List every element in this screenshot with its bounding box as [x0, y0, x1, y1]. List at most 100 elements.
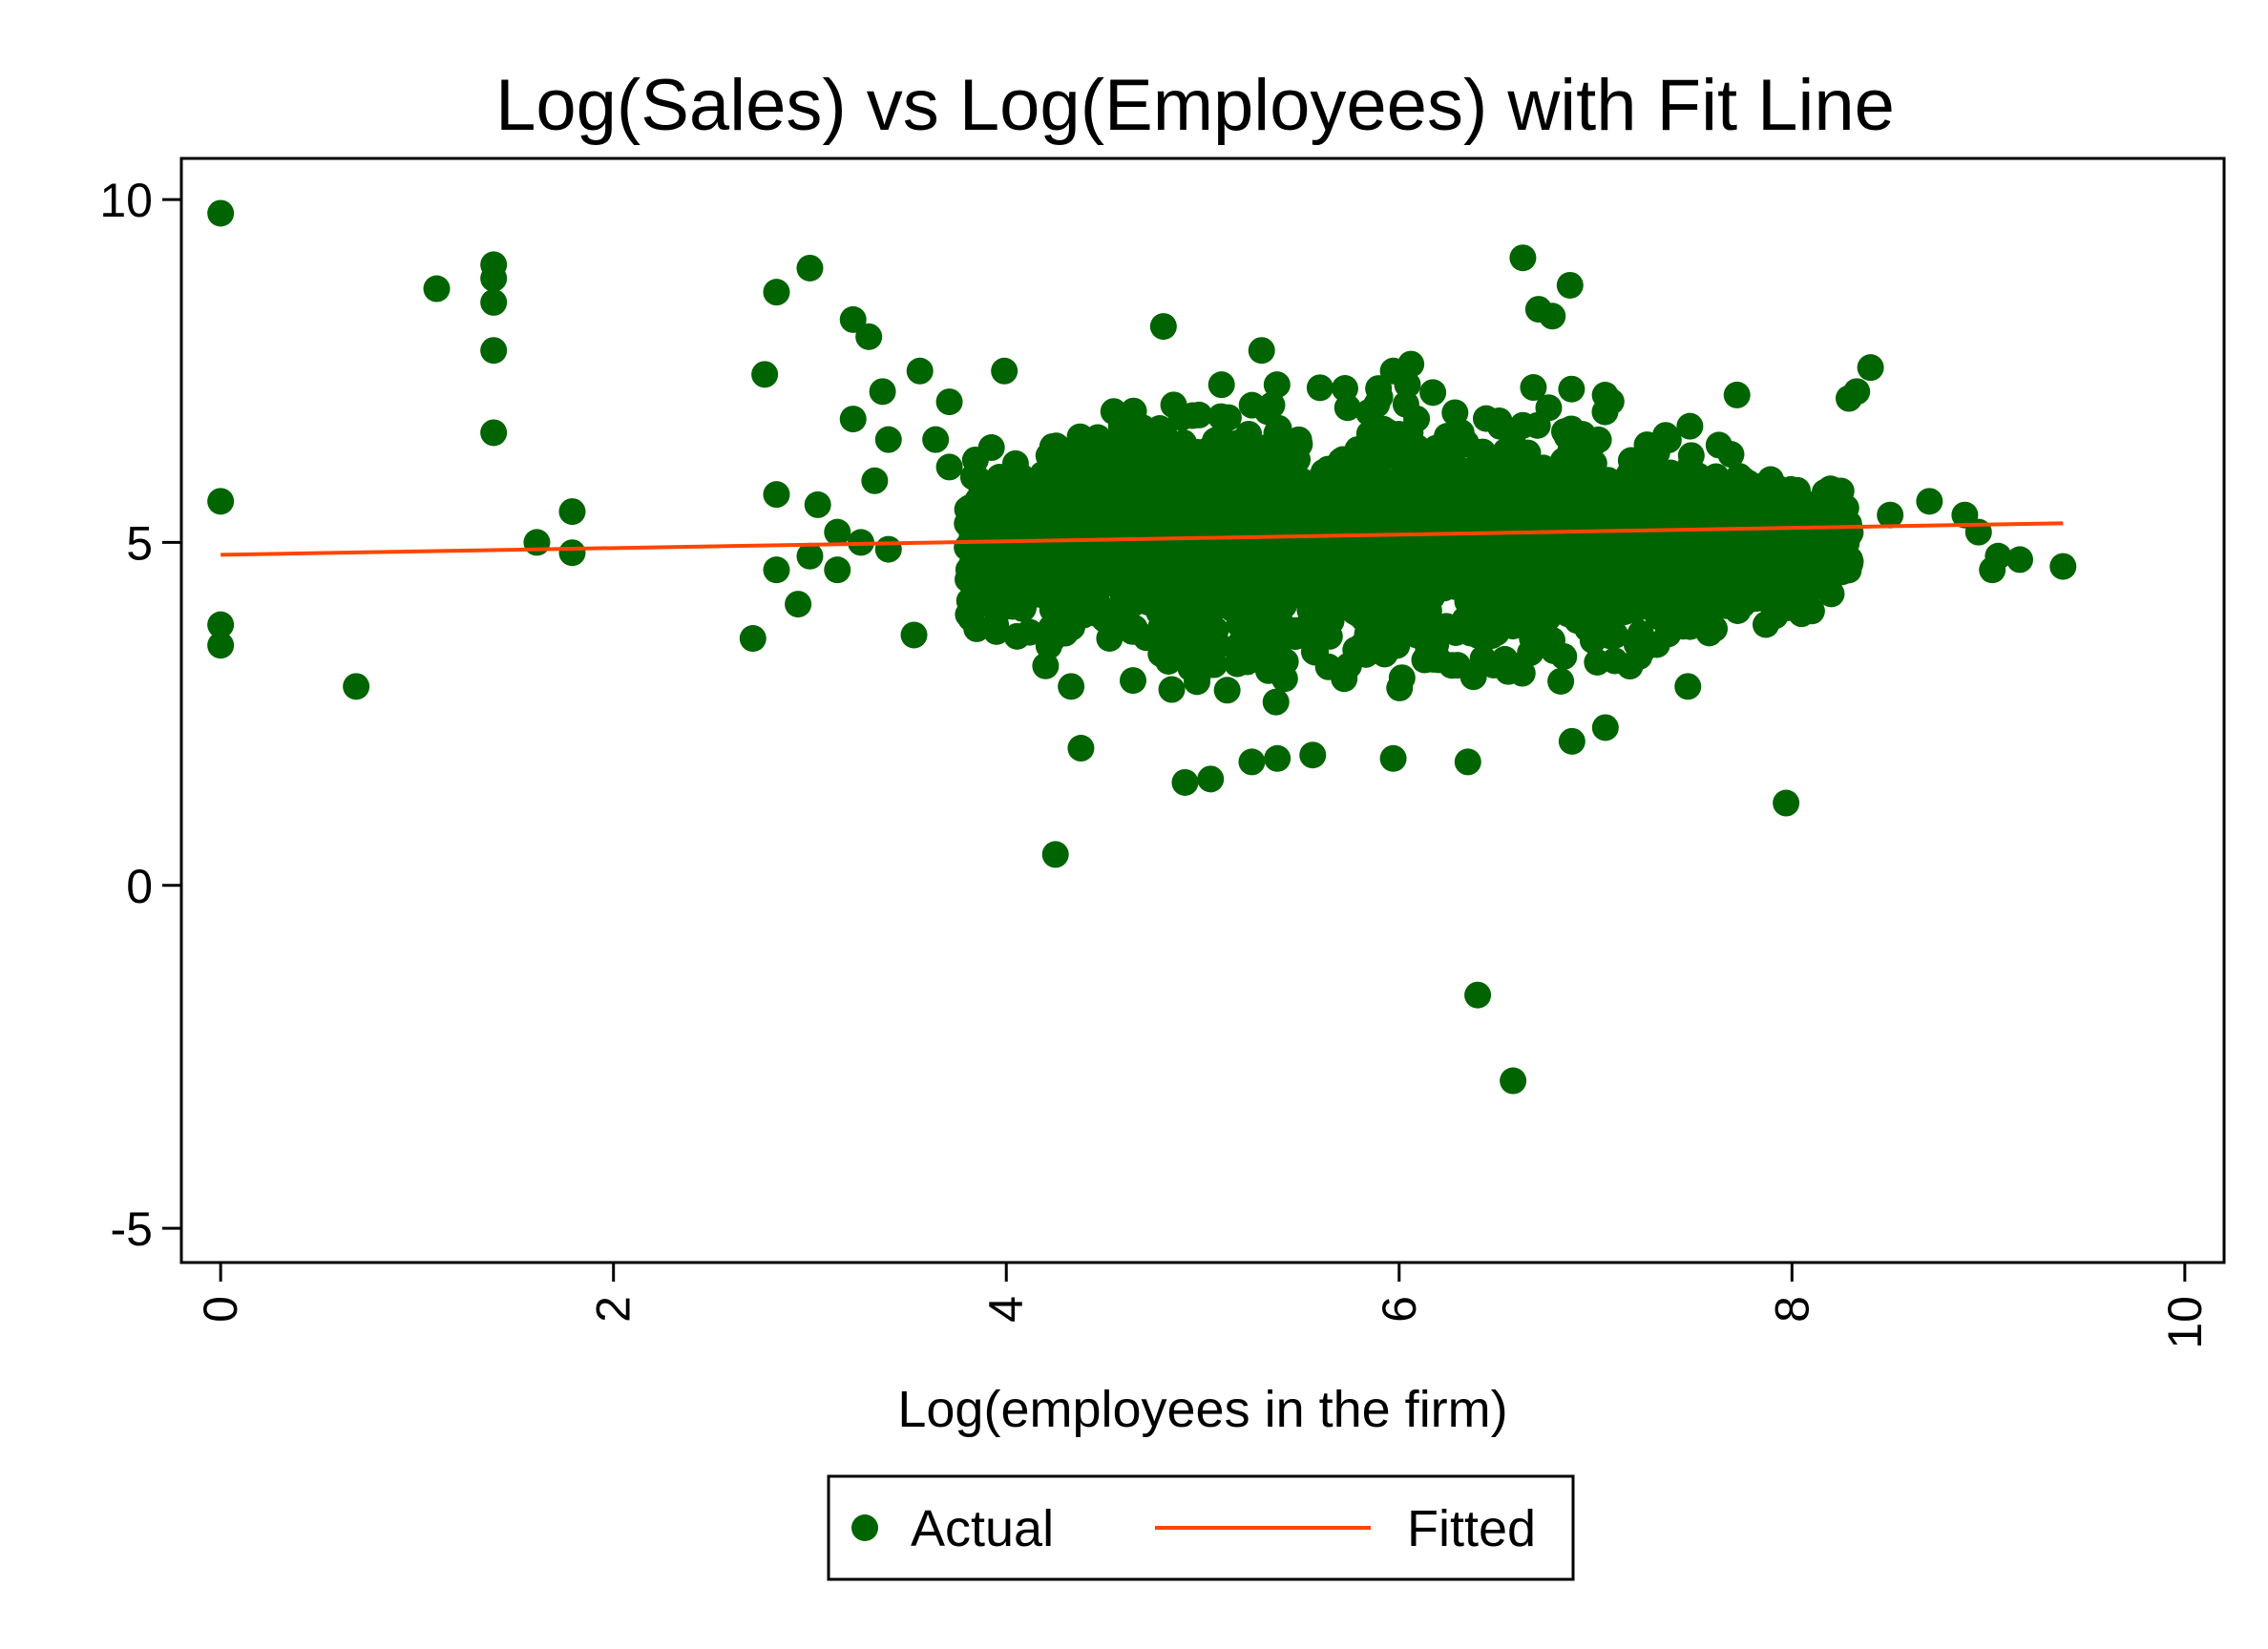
cloud-point — [1738, 510, 1766, 537]
y-tick-label: 0 — [126, 860, 153, 913]
cloud-point — [1415, 463, 1442, 491]
cloud-point — [1151, 426, 1179, 453]
y-axis: -5 0 5 10 — [99, 174, 181, 1256]
cloud-point — [1030, 462, 1058, 490]
cloud-point — [1120, 667, 1147, 695]
cloud-point — [1551, 449, 1579, 476]
cloud-point — [1224, 560, 1251, 588]
cloud-point — [975, 487, 1002, 514]
chart-title: Log(Sales) vs Log(Employees) with Fit Li… — [495, 65, 1895, 146]
y-tick-label: 10 — [99, 174, 153, 227]
cloud-point — [1036, 577, 1063, 605]
cloud-point — [1677, 442, 1705, 470]
cloud-point — [998, 483, 1026, 511]
cloud-point — [1184, 598, 1211, 626]
cloud-point — [1365, 463, 1393, 491]
scatter-point — [1264, 744, 1292, 772]
cloud-point — [1478, 622, 1505, 650]
cloud-point — [1378, 486, 1406, 513]
scatter-point — [839, 305, 867, 333]
cloud-point — [1637, 497, 1665, 525]
scatter-point — [804, 491, 831, 518]
cloud-point — [1317, 482, 1345, 510]
cloud-point — [1118, 572, 1145, 599]
cloud-point — [1591, 382, 1619, 409]
cloud-point — [1382, 544, 1410, 572]
cloud-point — [1706, 578, 1733, 606]
cloud-point — [1306, 374, 1334, 402]
cloud-point — [1467, 522, 1495, 550]
cloud-point — [1830, 544, 1858, 572]
cloud-point — [1441, 399, 1469, 427]
cloud-point — [1254, 607, 1282, 635]
scatter-point — [906, 357, 934, 385]
scatter-point — [1797, 597, 1825, 625]
cloud-point — [1482, 556, 1510, 584]
cloud-point — [1301, 576, 1329, 604]
cloud-point — [1255, 497, 1283, 525]
cloud-point — [1525, 628, 1553, 656]
cloud-point — [1178, 519, 1206, 547]
cloud-point — [1403, 621, 1431, 649]
scatter-point — [796, 542, 824, 570]
cloud-point — [1676, 565, 1704, 593]
scatter-point — [874, 426, 902, 453]
scatter-point — [1379, 744, 1407, 772]
cloud-point — [1262, 688, 1290, 716]
scatter-point — [785, 591, 812, 618]
scatter-point — [900, 621, 928, 649]
x-axis-label: Log(employees in the firm) — [897, 1381, 1507, 1438]
scatter-point — [874, 535, 902, 563]
cloud-point — [1549, 571, 1577, 598]
cloud-point — [1696, 536, 1724, 564]
cloud-point — [1345, 600, 1373, 628]
scatter-point — [1591, 714, 1619, 741]
cloud-point — [961, 446, 989, 473]
cloud-point — [1139, 454, 1166, 482]
cloud-point — [964, 539, 992, 567]
cloud-point — [1535, 394, 1563, 422]
scatter-point — [763, 481, 790, 509]
cloud-point — [1805, 517, 1833, 545]
cloud-point — [1331, 665, 1358, 693]
scatter-point — [1041, 841, 1069, 868]
cloud-point — [1411, 646, 1438, 674]
cloud-point — [1186, 401, 1213, 428]
scatter-point — [1539, 303, 1566, 330]
cloud-point — [1169, 544, 1197, 572]
cloud-point — [1547, 667, 1575, 695]
cloud-point — [1676, 613, 1704, 640]
scatter-point — [982, 617, 1010, 645]
cloud-point — [1522, 523, 1549, 551]
scatter-point — [207, 199, 235, 227]
cloud-point — [984, 597, 1012, 625]
dense-point-cloud — [954, 371, 1864, 716]
scatter-point — [1827, 477, 1855, 505]
cloud-point — [1796, 496, 1824, 524]
cloud-point — [1473, 443, 1501, 470]
cloud-point — [1752, 611, 1779, 638]
cloud-point — [1381, 438, 1409, 466]
cloud-point — [1226, 632, 1253, 659]
cloud-point — [1655, 474, 1683, 502]
scatter-point — [1171, 768, 1199, 796]
cloud-point — [1773, 595, 1800, 622]
cloud-point — [1447, 571, 1475, 598]
x-tick-label: 2 — [587, 1296, 640, 1323]
cloud-point — [1457, 613, 1484, 640]
x-tick-label: 6 — [1373, 1296, 1426, 1323]
cloud-point — [1774, 574, 1801, 601]
legend-fitted-label: Fitted — [1407, 1500, 1536, 1557]
cloud-point — [1310, 614, 1337, 641]
scatter-point — [1032, 652, 1060, 679]
cloud-point — [955, 600, 982, 628]
scatter-point — [1238, 748, 1266, 776]
cloud-point — [1118, 484, 1145, 511]
cloud-point — [1422, 571, 1450, 598]
cloud-point — [1300, 638, 1328, 666]
cloud-point — [1467, 482, 1495, 510]
scatter-point — [1197, 765, 1225, 793]
cloud-point — [1371, 619, 1398, 647]
cloud-point — [1067, 587, 1095, 615]
cloud-point — [1742, 489, 1770, 516]
